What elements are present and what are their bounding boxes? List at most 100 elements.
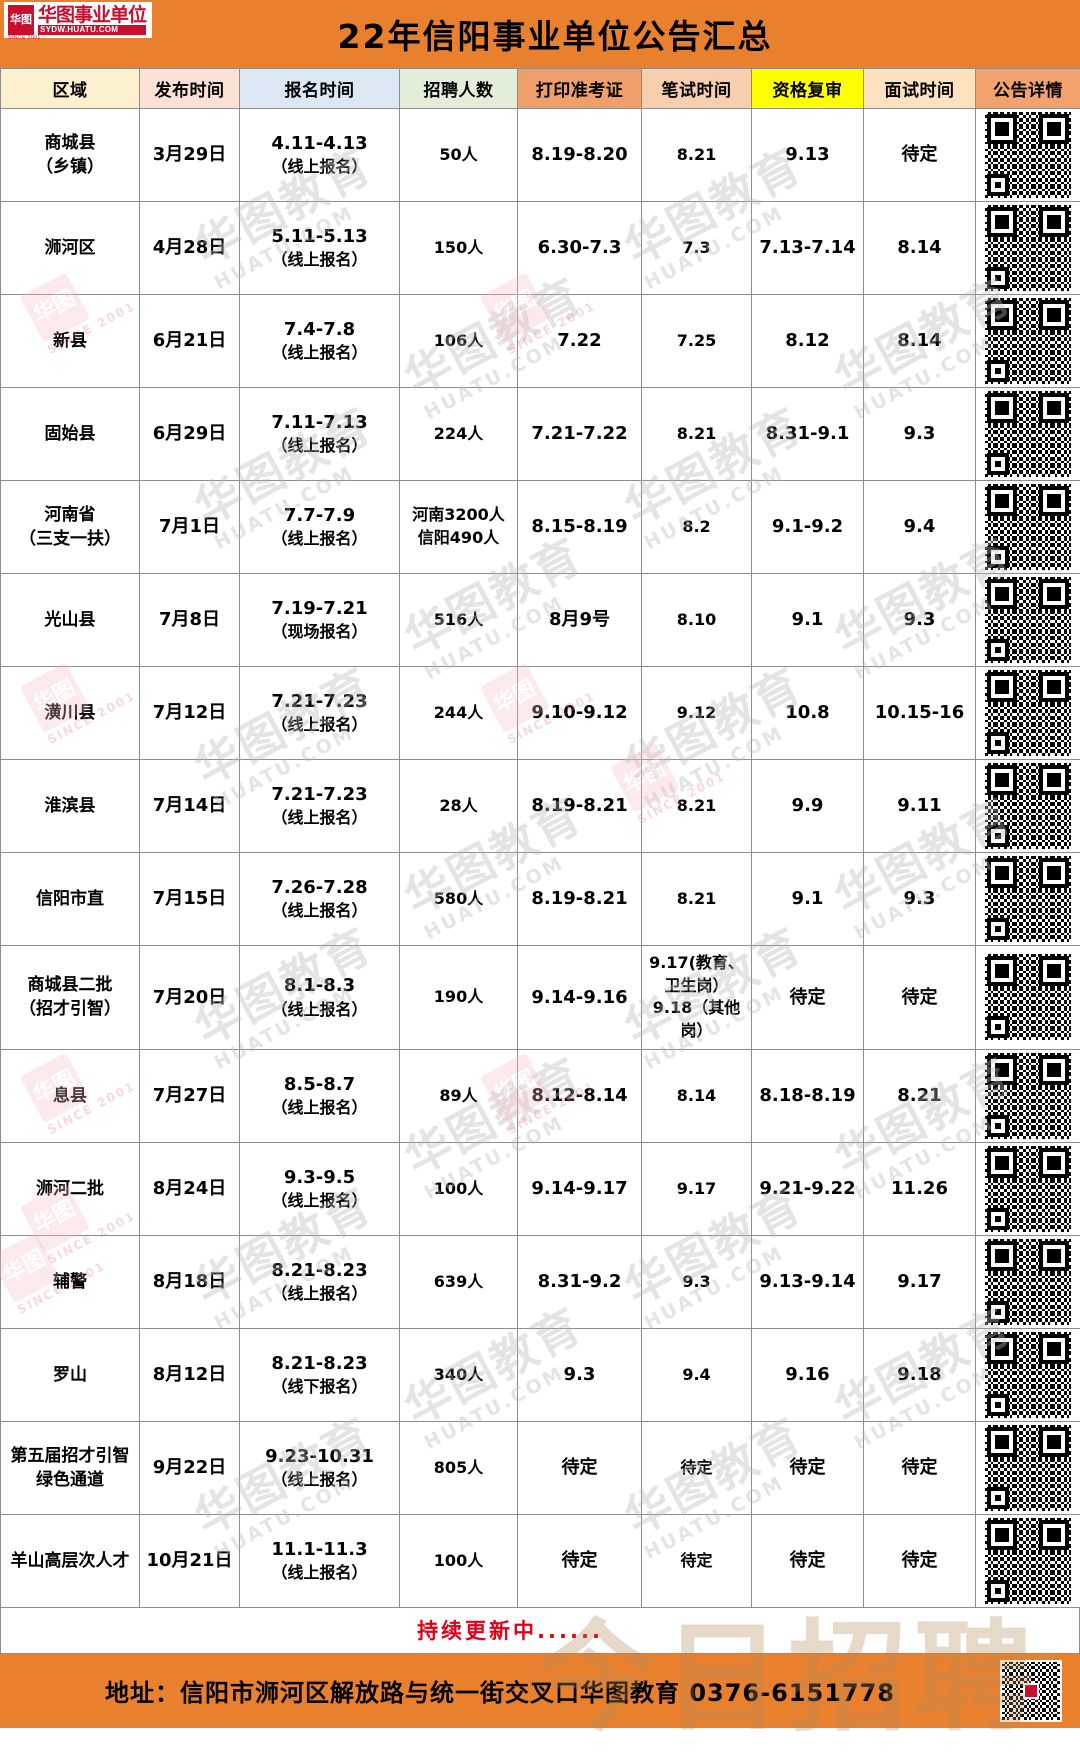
footer-qr-code-icon[interactable] xyxy=(1000,1659,1062,1722)
column-header-2: 报名时间 xyxy=(239,68,400,109)
qr-code-icon[interactable] xyxy=(985,1052,1071,1139)
cell-announcement-qr[interactable] xyxy=(975,759,1080,853)
cell-announcement-qr[interactable] xyxy=(975,1420,1080,1515)
cell-interview-line: 8.14 xyxy=(897,330,942,352)
cell-interview: 8.14 xyxy=(863,201,976,295)
cell-review-line: 9.13 xyxy=(785,144,830,166)
cell-region-line: 新县 xyxy=(53,330,87,351)
cell-announcement-qr[interactable] xyxy=(975,573,1080,667)
cell-ticket-line: 7.21-7.22 xyxy=(531,423,628,445)
logo-text-group: 华图事业单位 SYDW.HUATU.COM xyxy=(38,5,147,35)
cell-interview: 待定 xyxy=(863,945,976,1050)
cell-ticket-line: 8.19-8.20 xyxy=(531,144,628,166)
table-row: 商城县二批 （招才引智） 7月20日 8.1-8.3 （线上报名） 190人 9.14-9.… xyxy=(0,945,1080,1050)
cell-written-line: 8.10 xyxy=(676,609,717,629)
signup-method-note: （线上报名） xyxy=(271,1563,368,1583)
cell-publish: 7月27日 xyxy=(139,1048,240,1143)
cell-review-line: 8.12 xyxy=(785,330,830,352)
cell-announcement-qr[interactable] xyxy=(975,1234,1080,1329)
cell-region-line: 绿色通道 xyxy=(36,1469,104,1490)
qr-code-icon[interactable] xyxy=(985,391,1071,477)
cell-publish-line: 7月15日 xyxy=(152,888,227,910)
column-header-7: 面试时间 xyxy=(863,68,976,109)
table-row: 罗山 8月12日 8.21-8.23 （线下报名） 340人 9.3 9.4 9.16 9.18 xyxy=(0,1327,1080,1422)
signup-date: 11.1-11.3 xyxy=(271,1538,368,1560)
cell-announcement-qr[interactable] xyxy=(975,945,1080,1050)
logo-since-label: SINCE 2001 xyxy=(8,35,41,41)
table-row: 淮滨县 7月14日 7.21-7.23 （线上报名） 28人 8.19-8.21 8.21 9… xyxy=(0,759,1080,853)
cell-written: 9.17 xyxy=(641,1141,752,1236)
cell-signup: 8.5-8.7 （线上报名） xyxy=(239,1048,400,1143)
cell-interview-line: 9.11 xyxy=(897,795,942,817)
qr-code-icon[interactable] xyxy=(985,1238,1071,1325)
cell-region-line: 光山县 xyxy=(44,609,96,630)
cell-ticket: 8.31-9.2 xyxy=(517,1234,642,1329)
table-header: 区域 发布时间 报名时间 招聘人数 打印准考证 笔试时间 资格复审 面试时间 公告详情 xyxy=(0,68,1080,109)
qr-code-icon[interactable] xyxy=(985,205,1071,291)
cell-publish-line: 8月24日 xyxy=(152,1178,227,1200)
cell-headcount-line: 50人 xyxy=(439,144,478,164)
cell-interview: 9.3 xyxy=(863,852,976,946)
cell-review: 8.31-9.1 xyxy=(751,387,864,481)
cell-announcement-qr[interactable] xyxy=(975,1327,1080,1422)
cell-ticket: 7.21-7.22 xyxy=(517,387,642,481)
cell-region-line: 潢川县 xyxy=(44,702,96,723)
qr-code-icon[interactable] xyxy=(985,856,1071,942)
cell-publish: 7月12日 xyxy=(139,666,240,760)
signup-method-note: （线上报名） xyxy=(271,343,368,363)
cell-written-line: 7.3 xyxy=(682,237,711,257)
cell-headcount: 89人 xyxy=(399,1048,518,1143)
cell-written-line: 9.12 xyxy=(676,702,717,722)
qr-code-icon[interactable] xyxy=(985,484,1071,570)
cell-written: 9.3 xyxy=(641,1234,752,1329)
cell-announcement-qr[interactable] xyxy=(975,1141,1080,1236)
logo-website-label: SYDW.HUATU.COM xyxy=(38,25,147,35)
cell-announcement-qr[interactable] xyxy=(975,108,1080,202)
cell-announcement-qr[interactable] xyxy=(975,1513,1080,1608)
signup-method-note: （线上报名） xyxy=(271,250,368,270)
signup-date: 8.5-8.7 xyxy=(283,1073,356,1095)
qr-finder-bottom-left xyxy=(987,1393,1009,1416)
cell-review-line: 7.13-7.14 xyxy=(759,237,856,259)
cell-region: 第五届招才引智 绿色通道 xyxy=(0,1420,140,1515)
cell-region-line: 息县 xyxy=(53,1085,87,1106)
cell-review-line: 8.18-8.19 xyxy=(759,1085,856,1107)
cell-announcement-qr[interactable] xyxy=(975,666,1080,760)
cell-publish-line: 7月8日 xyxy=(158,609,221,631)
cell-headcount: 639人 xyxy=(399,1234,518,1329)
cell-interview-line: 待定 xyxy=(901,144,938,166)
cell-announcement-qr[interactable] xyxy=(975,387,1080,481)
cell-interview-line: 9.4 xyxy=(903,516,936,538)
cell-announcement-qr[interactable] xyxy=(975,294,1080,388)
cell-headcount: 580人 xyxy=(399,852,518,946)
qr-code-icon[interactable] xyxy=(985,112,1071,198)
cell-review-line: 待定 xyxy=(789,1550,826,1572)
cell-region-line: （乡镇） xyxy=(36,157,104,177)
qr-code-icon[interactable] xyxy=(985,298,1071,384)
cell-announcement-qr[interactable] xyxy=(975,201,1080,295)
qr-code-icon[interactable] xyxy=(985,577,1071,663)
qr-finder-bottom-left xyxy=(987,360,1009,382)
qr-finder-bottom-left xyxy=(987,1300,1009,1323)
cell-region: 浉河区 xyxy=(0,201,140,295)
cell-written: 8.10 xyxy=(641,573,752,667)
cell-announcement-qr[interactable] xyxy=(975,1048,1080,1143)
cell-region-line: 罗山 xyxy=(53,1364,87,1385)
cell-region-line: 羊山高层次人才 xyxy=(10,1550,130,1571)
cell-announcement-qr[interactable] xyxy=(975,480,1080,574)
qr-code-icon[interactable] xyxy=(985,954,1071,1041)
qr-code-icon[interactable] xyxy=(985,1424,1071,1511)
cell-publish-line: 7月20日 xyxy=(152,986,227,1008)
qr-code-icon[interactable] xyxy=(985,1331,1071,1418)
cell-announcement-qr[interactable] xyxy=(975,852,1080,946)
qr-code-icon[interactable] xyxy=(985,1517,1071,1604)
signup-date: 4.11-4.13 xyxy=(271,132,368,154)
qr-code-icon[interactable] xyxy=(985,1145,1071,1232)
cell-ticket: 6.30-7.3 xyxy=(517,201,642,295)
cell-headcount-line: 639人 xyxy=(433,1271,484,1291)
qr-finder-bottom-left xyxy=(987,267,1009,289)
qr-code-icon[interactable] xyxy=(985,763,1071,849)
cell-review: 9.21-9.22 xyxy=(751,1141,864,1236)
qr-code-icon[interactable] xyxy=(985,670,1071,756)
cell-ticket: 9.14-9.17 xyxy=(517,1141,642,1236)
